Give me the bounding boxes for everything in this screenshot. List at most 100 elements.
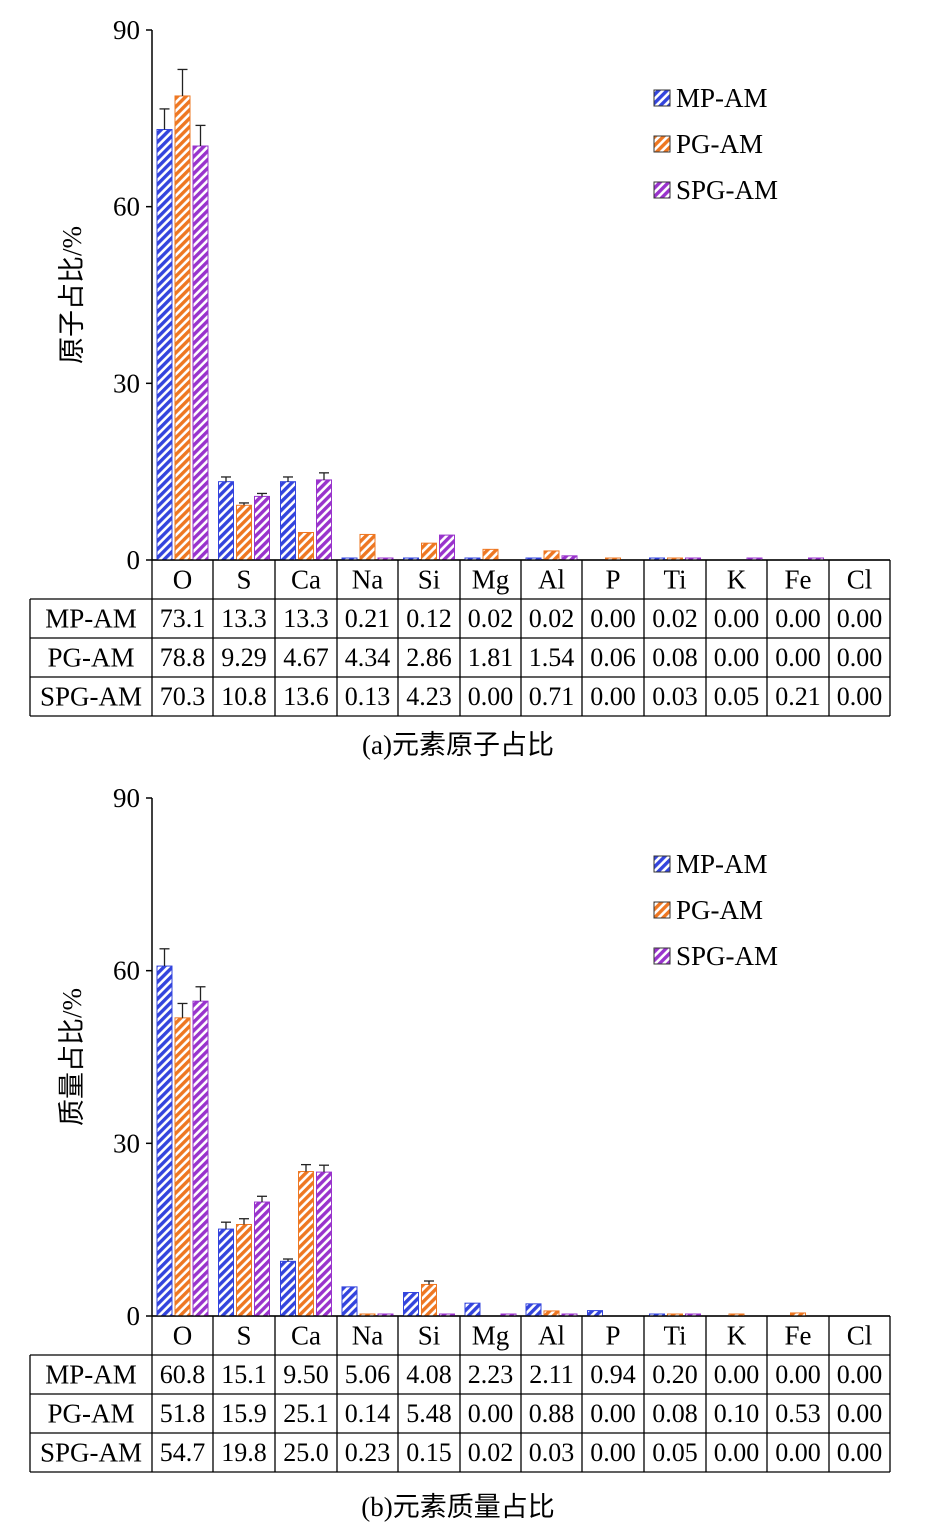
table-cell: 0.02	[468, 1438, 514, 1467]
table-cell: 25.0	[283, 1438, 329, 1467]
table-cell: 13.6	[283, 682, 329, 711]
bar-PG-AM-Al	[544, 551, 559, 560]
table-cell: 0.02	[468, 604, 514, 633]
table-cell: 73.1	[160, 604, 206, 633]
bar-MP-AM-Si	[404, 1293, 419, 1316]
y-tick-label: 90	[113, 15, 140, 45]
bar-PG-AM-O	[175, 96, 190, 560]
x-tick-label: S	[236, 565, 251, 595]
table-cell: 0.00	[590, 604, 636, 633]
x-tick-label: Al	[538, 565, 565, 595]
table-cell: 0.00	[775, 604, 821, 633]
bar-SPG-AM-O	[193, 146, 208, 560]
table-cell: 0.02	[652, 604, 698, 633]
x-tick-label: P	[605, 1321, 620, 1351]
table-cell: 10.8	[221, 682, 267, 711]
table-cell: 9.50	[283, 1360, 329, 1389]
table-cell: 2.23	[468, 1360, 514, 1389]
legend-label: MP-AM	[676, 849, 768, 879]
table-cell: 4.34	[345, 643, 391, 672]
table-row-label: SPG-AM	[40, 1438, 142, 1468]
table-cell: 0.23	[345, 1438, 391, 1467]
x-tick-label: S	[236, 1321, 251, 1351]
bar-PG-AM-Al	[544, 1311, 559, 1316]
table-cell: 13.3	[283, 604, 329, 633]
bar-MP-AM-S	[219, 1229, 234, 1316]
table-cell: 0.00	[837, 1438, 883, 1467]
x-tick-label: Cl	[847, 565, 873, 595]
bar-SPG-AM-Ca	[317, 1172, 332, 1316]
table-cell: 4.08	[406, 1360, 452, 1389]
table-cell: 5.48	[406, 1399, 452, 1428]
x-tick-label: Ca	[291, 1321, 321, 1351]
x-tick-label: Al	[538, 1321, 565, 1351]
table-cell: 2.11	[529, 1360, 574, 1389]
y-tick-label: 60	[113, 192, 140, 222]
table-cell: 0.00	[590, 1399, 636, 1428]
table-cell: 51.8	[160, 1399, 206, 1428]
x-tick-label: Mg	[472, 1321, 510, 1351]
x-tick-label: Ti	[663, 1321, 686, 1351]
table-cell: 0.00	[775, 643, 821, 672]
table-cell: 0.00	[468, 1399, 514, 1428]
x-tick-label: Na	[352, 1321, 383, 1351]
bar-PG-AM-Ca	[299, 1172, 314, 1316]
table-cell: 0.06	[590, 643, 636, 672]
table-cell: 0.03	[652, 682, 698, 711]
legend-swatch-SPG-AM	[654, 948, 670, 964]
table-cell: 0.00	[837, 1360, 883, 1389]
x-tick-label: Fe	[785, 1321, 812, 1351]
x-tick-label: Ca	[291, 565, 321, 595]
x-tick-label: Si	[418, 1321, 441, 1351]
bar-PG-AM-Si	[422, 1284, 437, 1316]
table-cell: 13.3	[221, 604, 267, 633]
legend-label: PG-AM	[676, 129, 763, 159]
legend-swatch-SPG-AM	[654, 182, 670, 198]
table-cell: 0.08	[652, 643, 698, 672]
table-cell: 0.00	[468, 682, 514, 711]
table-cell: 4.23	[406, 682, 452, 711]
bar-MP-AM-P	[588, 1311, 603, 1316]
bar-MP-AM-Na	[342, 1287, 357, 1316]
bar-SPG-AM-Si	[440, 535, 455, 560]
table-row-label: SPG-AM	[40, 682, 142, 712]
table-row-label: PG-AM	[47, 1399, 134, 1429]
x-tick-label: Na	[352, 565, 383, 595]
table-cell: 0.00	[714, 1360, 760, 1389]
x-tick-label: O	[173, 565, 193, 595]
table-cell: 0.05	[714, 682, 760, 711]
bar-PG-AM-Ca	[299, 532, 314, 560]
bar-PG-AM-O	[175, 1018, 190, 1316]
bar-PG-AM-S	[237, 505, 252, 560]
y-axis-title: 原子占比/%	[57, 226, 87, 364]
table-cell: 0.71	[529, 682, 575, 711]
figure-caption: (b)元素质量占比	[361, 1492, 554, 1522]
table-cell: 0.21	[775, 682, 821, 711]
table-cell: 0.10	[714, 1399, 760, 1428]
table-cell: 0.00	[837, 682, 883, 711]
y-tick-label: 30	[113, 1128, 140, 1158]
x-tick-label: Ti	[663, 565, 686, 595]
table-cell: 0.13	[345, 682, 391, 711]
table-cell: 0.00	[714, 1438, 760, 1467]
bar-MP-AM-O	[157, 966, 172, 1316]
table-cell: 0.05	[652, 1438, 698, 1467]
table-cell: 0.00	[714, 604, 760, 633]
x-tick-label: Mg	[472, 565, 510, 595]
table-cell: 0.00	[837, 604, 883, 633]
table-cell: 0.15	[406, 1438, 452, 1467]
legend-swatch-MP-AM	[654, 90, 670, 106]
bar-PG-AM-Si	[422, 543, 437, 560]
bar-MP-AM-O	[157, 130, 172, 560]
table-cell: 0.88	[529, 1399, 575, 1428]
y-tick-label: 90	[113, 783, 140, 813]
x-tick-label: K	[727, 565, 747, 595]
bar-PG-AM-S	[237, 1224, 252, 1316]
table-cell: 2.86	[406, 643, 452, 672]
table-cell: 70.3	[160, 682, 206, 711]
y-axis-title: 质量占比/%	[57, 988, 87, 1126]
bar-MP-AM-Mg	[465, 1303, 480, 1316]
bar-SPG-AM-O	[193, 1001, 208, 1316]
x-tick-label: Si	[418, 565, 441, 595]
table-cell: 0.02	[529, 604, 575, 633]
